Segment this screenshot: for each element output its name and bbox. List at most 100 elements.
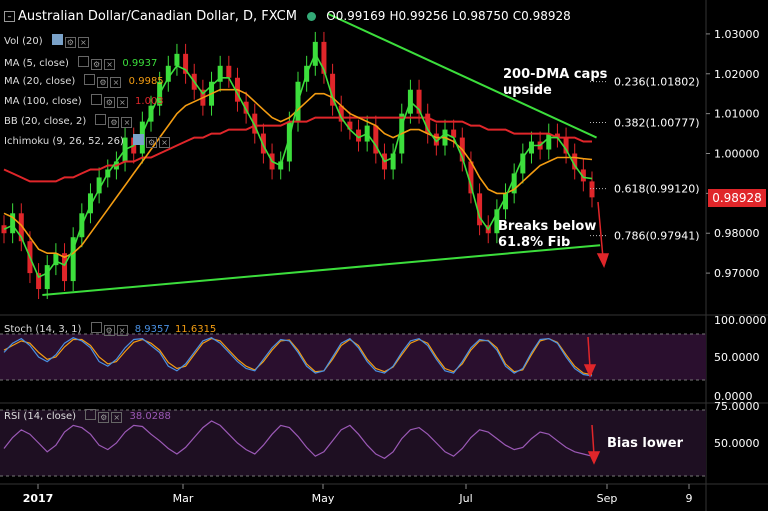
candle-body: [563, 137, 569, 154]
eye-icon[interactable]: [133, 134, 145, 145]
settings-icon[interactable]: ⚙: [97, 77, 109, 88]
trendline-lower: [42, 244, 601, 297]
candle-body: [243, 101, 249, 114]
symbol-title: Australian Dollar/Canadian Dollar, D, FX…: [18, 9, 297, 24]
stoch-band: [0, 334, 706, 380]
indicator-ichimoku[interactable]: Ichimoku (9, 26, 52, 26) ⚙ ×: [4, 134, 172, 148]
candle-body: [589, 181, 595, 198]
indicator-value: 1.003: [135, 96, 164, 107]
settings-icon[interactable]: ⚙: [146, 137, 158, 148]
candle-body: [433, 133, 439, 146]
candle-body: [477, 193, 483, 226]
eye-icon[interactable]: [51, 34, 63, 45]
candle-body: [347, 121, 353, 130]
ohlc-high: H0.99256: [389, 9, 449, 23]
settings-icon[interactable]: ⚙: [103, 97, 115, 108]
candle-body: [330, 73, 336, 106]
candle-body: [70, 237, 76, 282]
price-badge: 0.98928: [712, 191, 762, 205]
candle-body: [528, 141, 534, 154]
rsi-line: [3, 420, 593, 460]
annotation-dma-line1: 200-DMA caps: [503, 67, 608, 82]
stoch-tick-label: 0.0000: [714, 390, 753, 403]
indicator-lines: [3, 51, 593, 279]
rsi-legend[interactable]: RSI (14, close) ⚙ × 38.0288: [4, 409, 171, 423]
eye-icon[interactable]: [90, 322, 102, 333]
price-badge-bg: [708, 189, 766, 207]
indicator-label: Ichimoku (9, 26, 52, 26): [4, 136, 124, 147]
candle-body: [511, 173, 517, 194]
settings-icon[interactable]: ⚙: [64, 37, 76, 48]
close-icon[interactable]: ×: [104, 59, 116, 70]
close-icon[interactable]: ×: [116, 325, 128, 336]
close-icon[interactable]: ×: [121, 117, 133, 128]
ma100-line: [3, 116, 592, 183]
candle-body: [451, 129, 457, 138]
close-icon[interactable]: ×: [77, 37, 89, 48]
eye-icon[interactable]: [85, 409, 97, 420]
indicator-ma100[interactable]: MA (100, close) ⚙ × 1.003: [4, 94, 164, 108]
trendlines: [42, 13, 601, 297]
rsi-tick-label: 50.0000: [714, 437, 760, 450]
eye-icon[interactable]: [90, 94, 102, 105]
settings-icon[interactable]: ⚙: [108, 117, 120, 128]
collapse-icon[interactable]: –: [4, 11, 15, 22]
candle-body: [18, 213, 24, 242]
close-icon[interactable]: ×: [111, 412, 123, 423]
candle-body: [554, 133, 560, 138]
annotation-bias: Bias lower: [607, 436, 684, 451]
x-tick-label: 9: [686, 492, 693, 505]
fib-label: 0.786(0.97941): [614, 230, 700, 243]
settings-icon[interactable]: ⚙: [103, 325, 115, 336]
ma20-line: [3, 88, 593, 259]
axes: 1.030001.020001.010001.000000.990000.980…: [23, 28, 767, 505]
ma5-line: [3, 51, 593, 279]
price-tick-label: 0.98000: [714, 227, 760, 240]
candle-body: [425, 113, 431, 134]
candle-body: [390, 153, 396, 170]
candle-body: [62, 253, 68, 282]
indicator-label: MA (5, close): [4, 58, 69, 69]
candle-body: [520, 153, 526, 174]
candle-body: [373, 125, 379, 154]
settings-icon[interactable]: ⚙: [98, 412, 110, 423]
down-arrow-rsi-icon: [587, 424, 601, 465]
x-tick-label: Sep: [597, 492, 618, 505]
close-icon[interactable]: ×: [110, 77, 122, 88]
chart-header: – Australian Dollar/Canadian Dollar, D, F…: [4, 9, 571, 24]
close-icon[interactable]: ×: [159, 137, 171, 148]
eye-icon[interactable]: [78, 56, 90, 67]
indicator-ma20[interactable]: MA (20, close) ⚙ × 0.9985: [4, 74, 164, 88]
candle-body: [572, 153, 578, 170]
close-icon[interactable]: ×: [116, 97, 128, 108]
fib-levels: 0.236(1.01802) 0.382(1.00777) 0.618(0.9912…: [590, 76, 700, 243]
rsi-tick-label: 75.0000: [714, 400, 760, 413]
rsi-band: [0, 410, 706, 476]
candle-body: [165, 65, 171, 82]
x-tick-label: Jul: [458, 492, 472, 505]
down-arrow-stoch-icon: [583, 336, 597, 378]
price-tick-label: 0.97000: [714, 267, 760, 280]
rsi-label: RSI (14, close): [4, 411, 77, 422]
stoch-legend[interactable]: Stoch (14, 3, 1) ⚙ × 8.9357 11.6315: [4, 322, 216, 336]
indicator-ma5[interactable]: MA (5, close) ⚙ × 0.9937: [4, 56, 157, 70]
stoch-lines: [3, 337, 593, 377]
candle-body: [321, 41, 327, 74]
candle-body: [494, 209, 500, 234]
eye-icon[interactable]: [84, 74, 96, 85]
candle-body: [546, 133, 552, 150]
price-tick-label: 1.02000: [714, 68, 760, 81]
stoch-k-line: [3, 337, 593, 377]
x-tick-label: 2017: [23, 492, 54, 505]
indicator-label: MA (100, close): [4, 96, 82, 107]
eye-icon[interactable]: [95, 114, 107, 125]
indicator-vol[interactable]: Vol (20) ⚙ ×: [4, 34, 91, 48]
candle-body: [286, 121, 292, 162]
candle-body: [226, 65, 232, 78]
fib-label: 0.382(1.00777): [614, 117, 700, 130]
stoch-tick-label: 50.0000: [714, 351, 760, 364]
indicator-bb[interactable]: BB (20, close, 2) ⚙ ×: [4, 114, 134, 128]
candle-body: [416, 89, 422, 114]
fib-label: 0.618(0.99120): [614, 183, 700, 196]
settings-icon[interactable]: ⚙: [91, 59, 103, 70]
